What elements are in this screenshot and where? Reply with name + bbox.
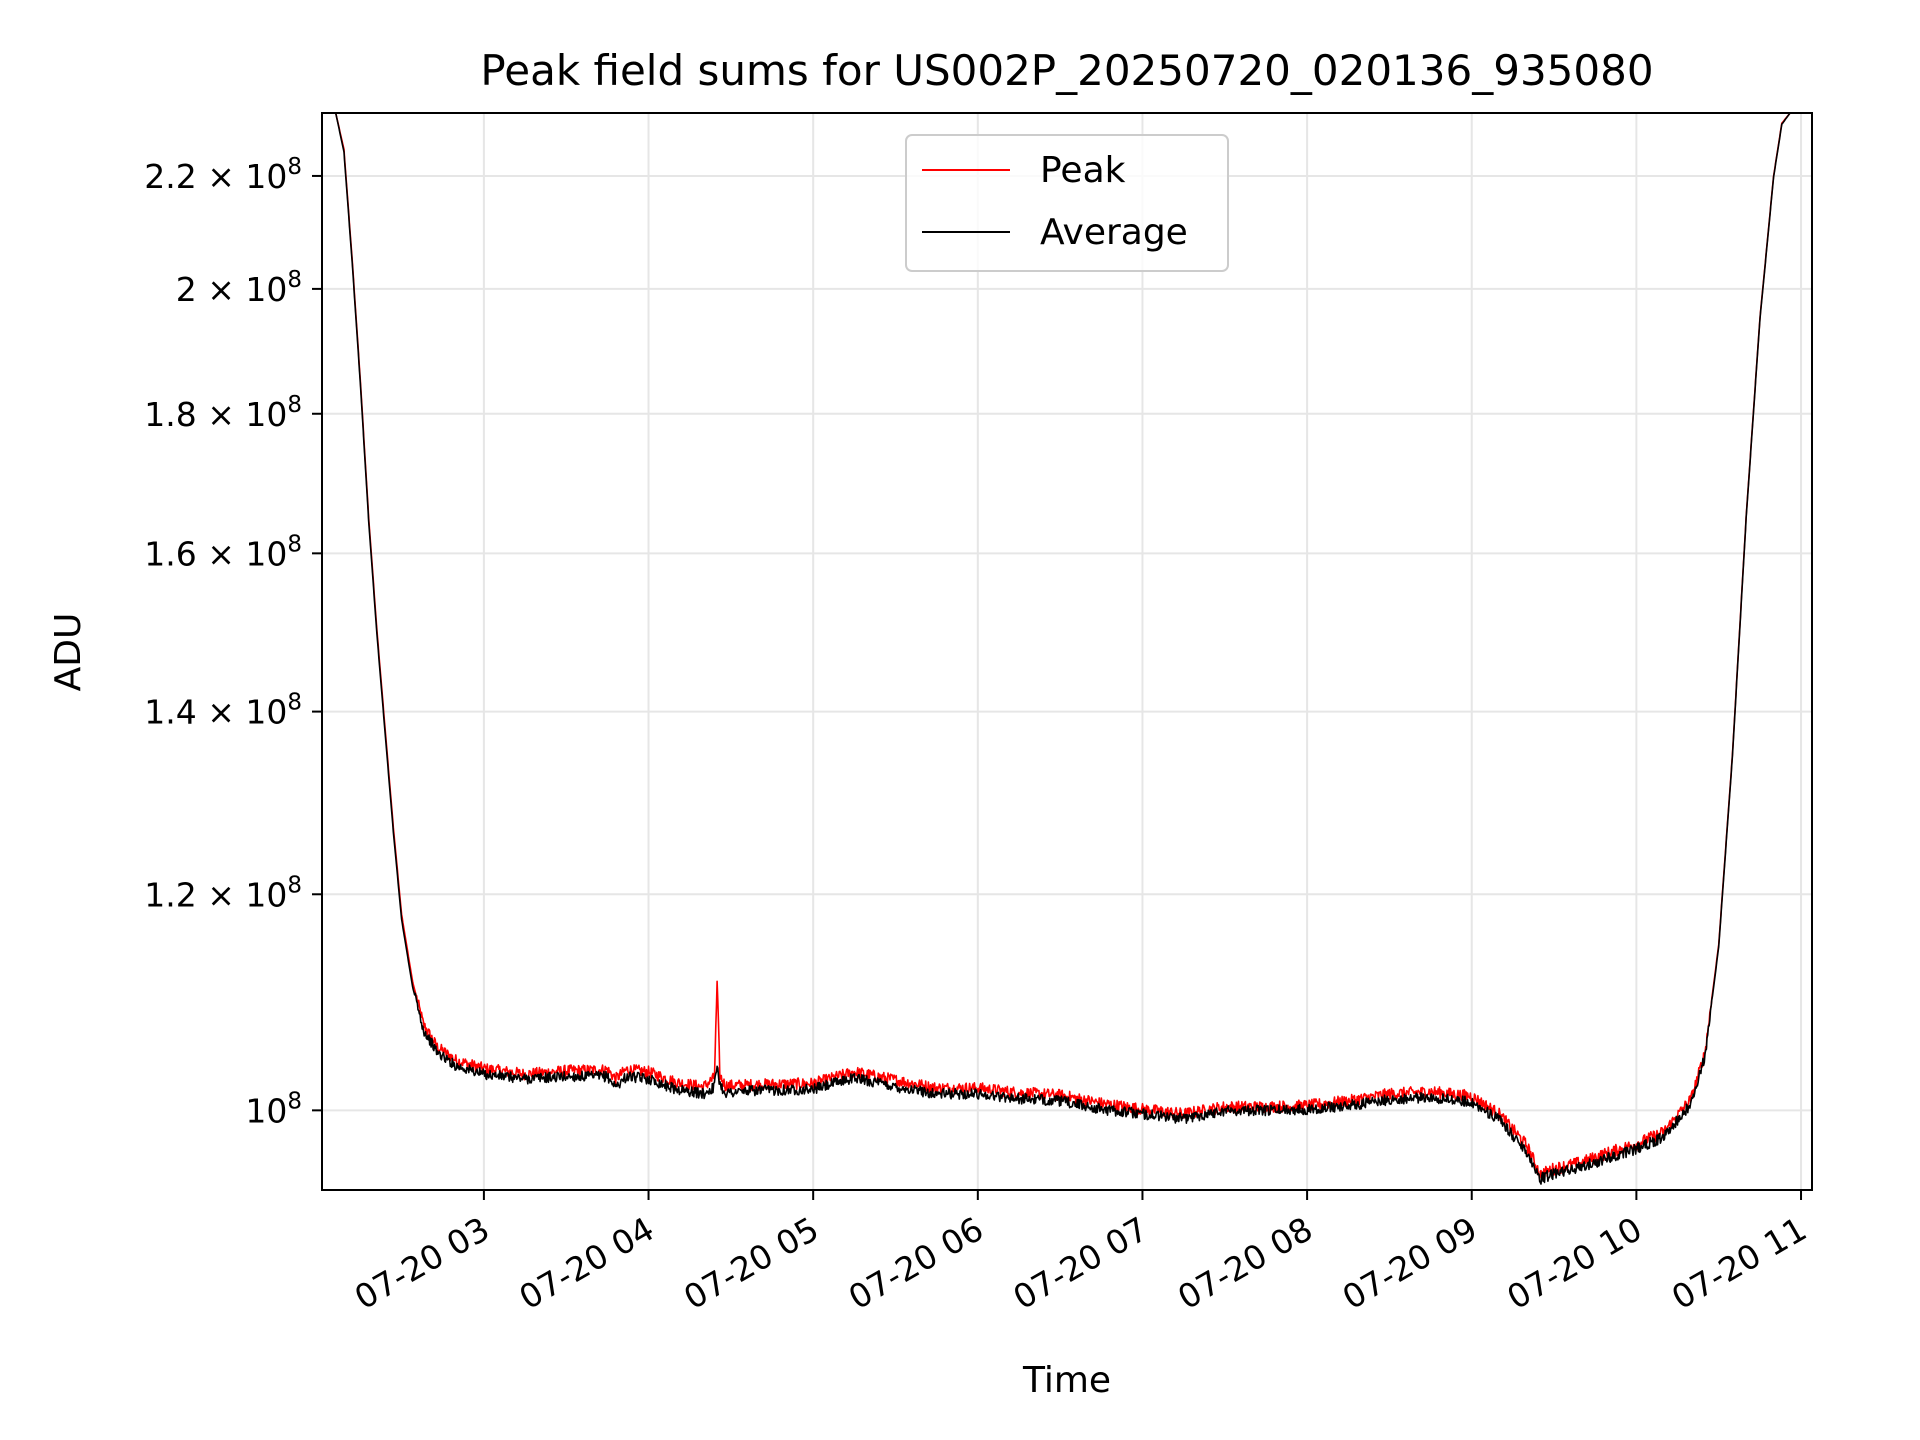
y-tick-label: 108: [245, 1088, 302, 1130]
y-tick-label: 2 × 108: [176, 267, 302, 309]
y-tick-label: 1.8 × 108: [144, 392, 302, 434]
y-tick-label: 1.4 × 108: [144, 690, 302, 732]
chart-title: Peak field sums for US002P_20250720_0201…: [480, 46, 1653, 95]
legend-label-average: Average: [1040, 212, 1188, 253]
y-axis-ticks: 108 1.2 × 108 1.4 × 108 1.6 × 108 1.8 × 108 2…: [144, 154, 322, 1130]
y-tick-label: 1.6 × 108: [144, 531, 302, 573]
legend: Peak Average: [905, 134, 1229, 272]
y-tick-label: 2.2 × 108: [144, 154, 302, 196]
grid-lines: [322, 113, 1812, 1190]
plot-frame: [321, 112, 1813, 1191]
series-layer: [322, 113, 1791, 1185]
y-axis-label: ADU: [48, 613, 89, 692]
x-axis-label: Time: [1022, 1360, 1111, 1401]
series-line-peak: [322, 113, 1791, 1181]
legend-label-peak: Peak: [1040, 150, 1126, 191]
y-tick-label: 1.2 × 108: [144, 872, 302, 914]
series-line-average: [322, 113, 1791, 1185]
